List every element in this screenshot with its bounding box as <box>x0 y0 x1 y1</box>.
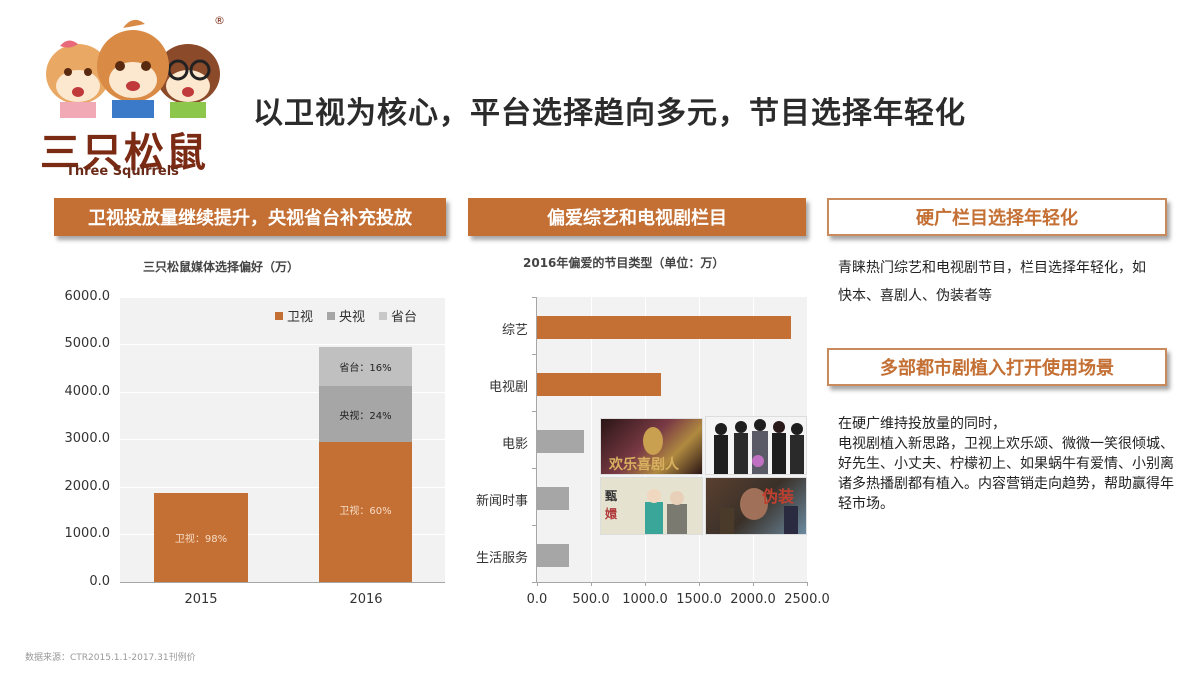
bar-2016-provincial: 省台：16% <box>319 347 412 386</box>
bar-movie <box>537 430 584 453</box>
y-tick-label: 3000.0 <box>64 431 111 446</box>
y-tick-label: 1000.0 <box>64 526 111 541</box>
x-tick-label: 500.0 <box>572 592 610 607</box>
poster-disguiser-image: 伪装 <box>720 487 798 534</box>
poster-happy-camp-image <box>714 419 804 474</box>
y-tick-label: 0.0 <box>89 574 110 589</box>
category-label: 新闻时事 <box>475 494 528 509</box>
axis-tick <box>699 582 700 586</box>
y-axis-line <box>536 297 537 583</box>
bar-data-label: 省台：16% <box>339 363 392 374</box>
svg-text:欢乐喜剧人: 欢乐喜剧人 <box>608 456 680 473</box>
x-tick-label: 2000.0 <box>730 592 776 607</box>
registered-mark: ® <box>214 14 225 27</box>
poster-empresses-image: 甄 嬛 <box>604 489 687 534</box>
axis-tick <box>532 582 536 583</box>
program-type-chart-title: 2016年偏爱的节目类型（单位：万） <box>523 256 725 270</box>
axis-tick <box>537 582 538 586</box>
placement-description-body: 电视剧植入新思路，卫视上欢乐颂、微微一笑很倾城、好先生、小丈夫、柠檬初上、如果蜗… <box>838 436 1174 512</box>
bar-news <box>537 487 569 510</box>
x-tick-label: 1000.0 <box>622 592 668 607</box>
legend-swatch <box>275 311 283 320</box>
category-label: 综艺 <box>501 323 528 338</box>
axis-tick <box>645 582 646 586</box>
axis-tick <box>532 354 536 355</box>
category-label: 电影 <box>501 437 528 452</box>
poster-disguiser: 伪装 <box>705 477 807 535</box>
y-tick-label: 4000.0 <box>64 384 111 399</box>
axis-tick <box>532 411 536 412</box>
left-section-header: 卫视投放量继续提升，央视省台补充投放 <box>54 198 446 236</box>
axis-tick <box>532 297 536 298</box>
axis-tick <box>591 582 592 586</box>
svg-text:伪装: 伪装 <box>761 487 794 506</box>
svg-text:嬛: 嬛 <box>604 506 618 521</box>
bar-2015-satellite: 卫视：98% <box>154 493 248 582</box>
x-axis-line <box>120 582 445 583</box>
bar-2016-cctv: 央视：24% <box>319 386 412 442</box>
logo-brand-name-cn: 三只松鼠 <box>40 130 208 176</box>
chart-legend: 卫视 央视 省台 <box>275 306 417 325</box>
right-section-header-youth: 硬广栏目选择年轻化 <box>827 198 1167 236</box>
legend-label: 央视 <box>339 310 366 325</box>
x-tick-label: 1500.0 <box>676 592 722 607</box>
bar-tv-drama <box>537 373 661 396</box>
poster-comedy-show-image: 欢乐喜剧人 <box>608 427 680 473</box>
legend-label: 卫视 <box>287 310 314 325</box>
x-axis-line <box>536 582 808 583</box>
x-category-label: 2016 <box>349 592 383 607</box>
page-title: 以卫视为核心，平台选择趋向多元，节目选择年轻化 <box>253 96 966 131</box>
logo-brand-name-en: Three Squirrels <box>66 164 179 179</box>
poster-happy-camp <box>705 416 807 475</box>
legend-label: 省台 <box>391 310 418 325</box>
right-section-header-placement: 多部都市剧植入打开使用场景 <box>827 348 1167 386</box>
y-tick-label: 2000.0 <box>64 479 111 494</box>
three-squirrels-logo: 三只松鼠 Three Squirrels ® <box>30 8 230 179</box>
x-tick-label: 2500.0 <box>784 592 830 607</box>
poster-comedy-show: 欢乐喜剧人 <box>600 418 703 475</box>
legend-item-provincial: 省台 <box>379 306 417 325</box>
youth-program-description: 青睐热门综艺和电视剧节目，栏目选择年轻化，如快本、喜剧人、伪装者等 <box>838 260 1146 304</box>
placement-description-line-1: 在硬广维持投放量的同时， <box>838 416 1006 432</box>
media-preference-chart-title: 三只松鼠媒体选择偏好（万） <box>143 260 300 274</box>
poster-empresses-in-palace: 甄 嬛 <box>600 477 703 535</box>
legend-item-satellite: 卫视 <box>275 306 313 325</box>
bar-data-label: 卫视：98% <box>174 534 228 545</box>
middle-section-header: 偏爱综艺和电视剧栏目 <box>468 198 806 236</box>
data-source-note: 数据来源：CTR2015.1.1-2017.31刊例价 <box>25 653 196 663</box>
legend-swatch <box>327 311 336 320</box>
bar-lifestyle <box>537 544 569 567</box>
legend-item-cctv: 央视 <box>327 306 365 325</box>
gridline <box>120 344 445 345</box>
gridline <box>120 297 445 298</box>
category-label: 生活服务 <box>475 551 528 566</box>
gridline <box>120 487 445 488</box>
gridline <box>120 392 445 393</box>
category-label: 电视剧 <box>488 380 528 395</box>
axis-tick <box>532 525 536 526</box>
axis-tick <box>532 468 536 469</box>
gridline <box>120 534 445 535</box>
legend-swatch <box>379 311 388 320</box>
axis-tick <box>807 582 808 586</box>
x-tick-label: 0.0 <box>526 592 548 607</box>
bar-data-label: 央视：24% <box>339 410 392 422</box>
x-category-label: 2015 <box>184 592 218 607</box>
y-tick-label: 6000.0 <box>64 289 111 304</box>
svg-text:甄: 甄 <box>605 489 617 503</box>
bar-data-label: 卫视：60% <box>339 506 392 517</box>
axis-tick <box>753 582 754 586</box>
bar-2016-satellite: 卫视：60% <box>319 442 412 582</box>
gridline <box>591 297 592 582</box>
squirrel-mascots-icon <box>46 19 220 118</box>
gridline <box>120 439 445 440</box>
bar-variety <box>537 316 791 339</box>
y-tick-label: 5000.0 <box>64 336 111 351</box>
